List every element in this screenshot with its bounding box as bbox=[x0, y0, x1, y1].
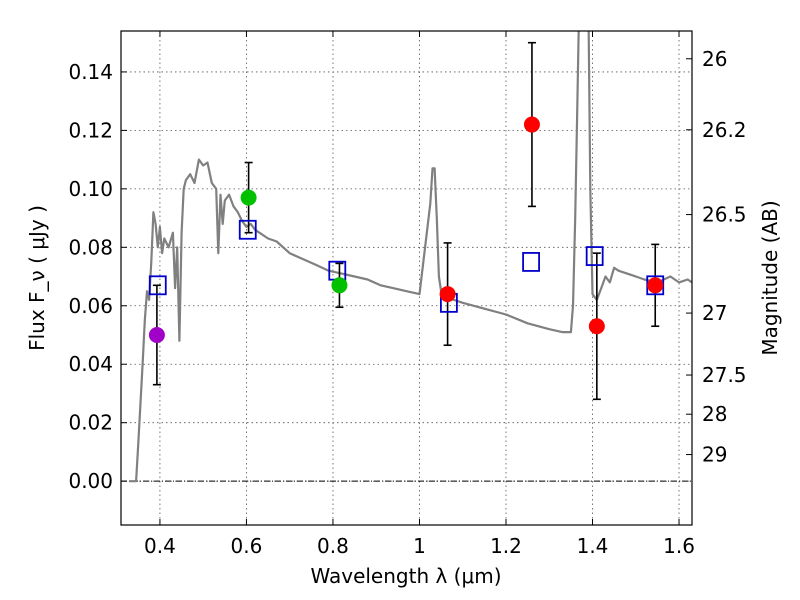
magnitude-tick-label: 27.5 bbox=[702, 363, 747, 387]
y-tick-label: 0.08 bbox=[68, 235, 113, 259]
observed-data-point bbox=[331, 277, 348, 294]
plot-frame bbox=[120, 30, 693, 526]
x-tick-label: 1.2 bbox=[490, 534, 522, 558]
observed-data-point bbox=[647, 277, 664, 294]
y-tick-label: 0.06 bbox=[68, 294, 113, 318]
x-axis-title: Wavelength λ (μm) bbox=[310, 564, 501, 588]
y-tick-label: 0.14 bbox=[68, 60, 113, 84]
magnitude-tick-label: 29 bbox=[702, 443, 727, 467]
sed-model-layer bbox=[129, 31, 692, 483]
x-tick-label: 1.6 bbox=[663, 534, 695, 558]
x-tick-label: 0.6 bbox=[231, 534, 263, 558]
y-tick-label: 0.00 bbox=[68, 469, 113, 493]
magnitude-tick-label: 28 bbox=[702, 402, 727, 426]
y-axis-right-title: Magnitude (AB) bbox=[758, 200, 782, 355]
observed-data-point bbox=[523, 116, 540, 133]
x-tick-label: 1 bbox=[413, 534, 426, 558]
y-tick-label: 0.10 bbox=[68, 177, 113, 201]
magnitude-tick-label: 27 bbox=[702, 301, 727, 325]
y-axis-title: Flux F_ν ( μJy ) bbox=[25, 205, 49, 351]
magnitude-tick-label: 26.2 bbox=[702, 118, 747, 142]
magnitude-tick-label: 26 bbox=[702, 47, 727, 71]
y-tick-label: 0.04 bbox=[68, 352, 113, 376]
tick-layer: 0.4 0.6 0.8 1 1.2 1.4 1.6 0.00 0.02 0.04 0.06 0.08 0… bbox=[68, 31, 747, 558]
y-tick-label: 0.12 bbox=[68, 118, 113, 142]
sed-model-line bbox=[129, 31, 692, 483]
magnitude-tick-label: 26.5 bbox=[702, 203, 747, 227]
observed-data-point bbox=[439, 286, 456, 303]
model-photometry-square bbox=[522, 252, 540, 272]
observed-data-point bbox=[148, 327, 165, 343]
observed-data-point bbox=[588, 318, 605, 335]
y-tick-label: 0.02 bbox=[68, 411, 113, 435]
x-tick-label: 0.4 bbox=[144, 534, 176, 558]
x-tick-label: 0.8 bbox=[317, 534, 349, 558]
model-photometry-square bbox=[238, 219, 257, 240]
model-photometry-square bbox=[148, 275, 167, 296]
observed-point-layer bbox=[148, 116, 664, 343]
model-photometry-square bbox=[585, 246, 604, 266]
x-tick-label: 1.4 bbox=[577, 534, 609, 558]
observed-data-point bbox=[240, 189, 257, 206]
